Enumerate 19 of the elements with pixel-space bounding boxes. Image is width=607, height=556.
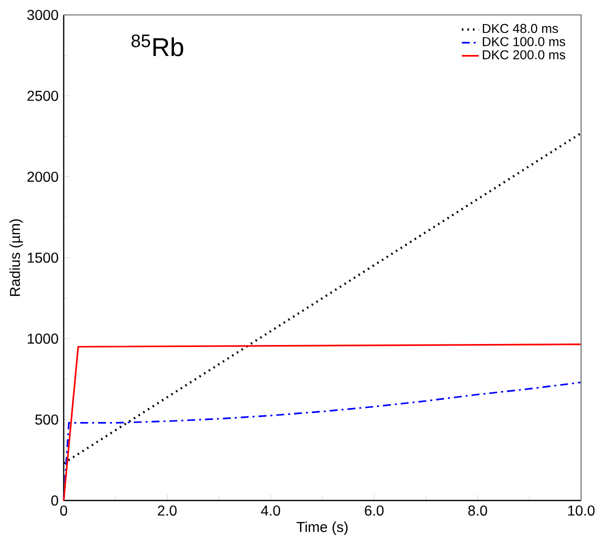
x-tick-label: 2.0	[158, 505, 177, 516]
legend-label: DKC 100.0 ms	[482, 36, 566, 46]
y-tick-label: 1500	[28, 252, 58, 263]
legend-label: DKC 48.0 ms	[482, 24, 558, 33]
x-tick-label: 6.0	[364, 505, 384, 516]
y-tick-label: 0	[51, 495, 58, 506]
annotation: $^{85}$Rb	[132, 34, 184, 56]
y-tick-label: 3000	[27, 10, 58, 20]
x-tick-label: 10.0	[568, 505, 595, 516]
x-axis-title: Time (s)	[296, 521, 348, 535]
x-tick-label: 0	[60, 505, 68, 516]
x-tick-label: 4.0	[261, 505, 280, 516]
y-tick-label: 500	[35, 414, 58, 425]
y-tick-label: 1000	[28, 333, 58, 344]
y-axis-title: Radius (µm)	[9, 219, 23, 296]
y-tick-label: 2500	[27, 90, 58, 101]
legend-label: DKC 200.0 ms	[482, 50, 566, 60]
y-tick-label: 2000	[27, 172, 58, 182]
x-tick-label: 8.0	[468, 505, 488, 516]
